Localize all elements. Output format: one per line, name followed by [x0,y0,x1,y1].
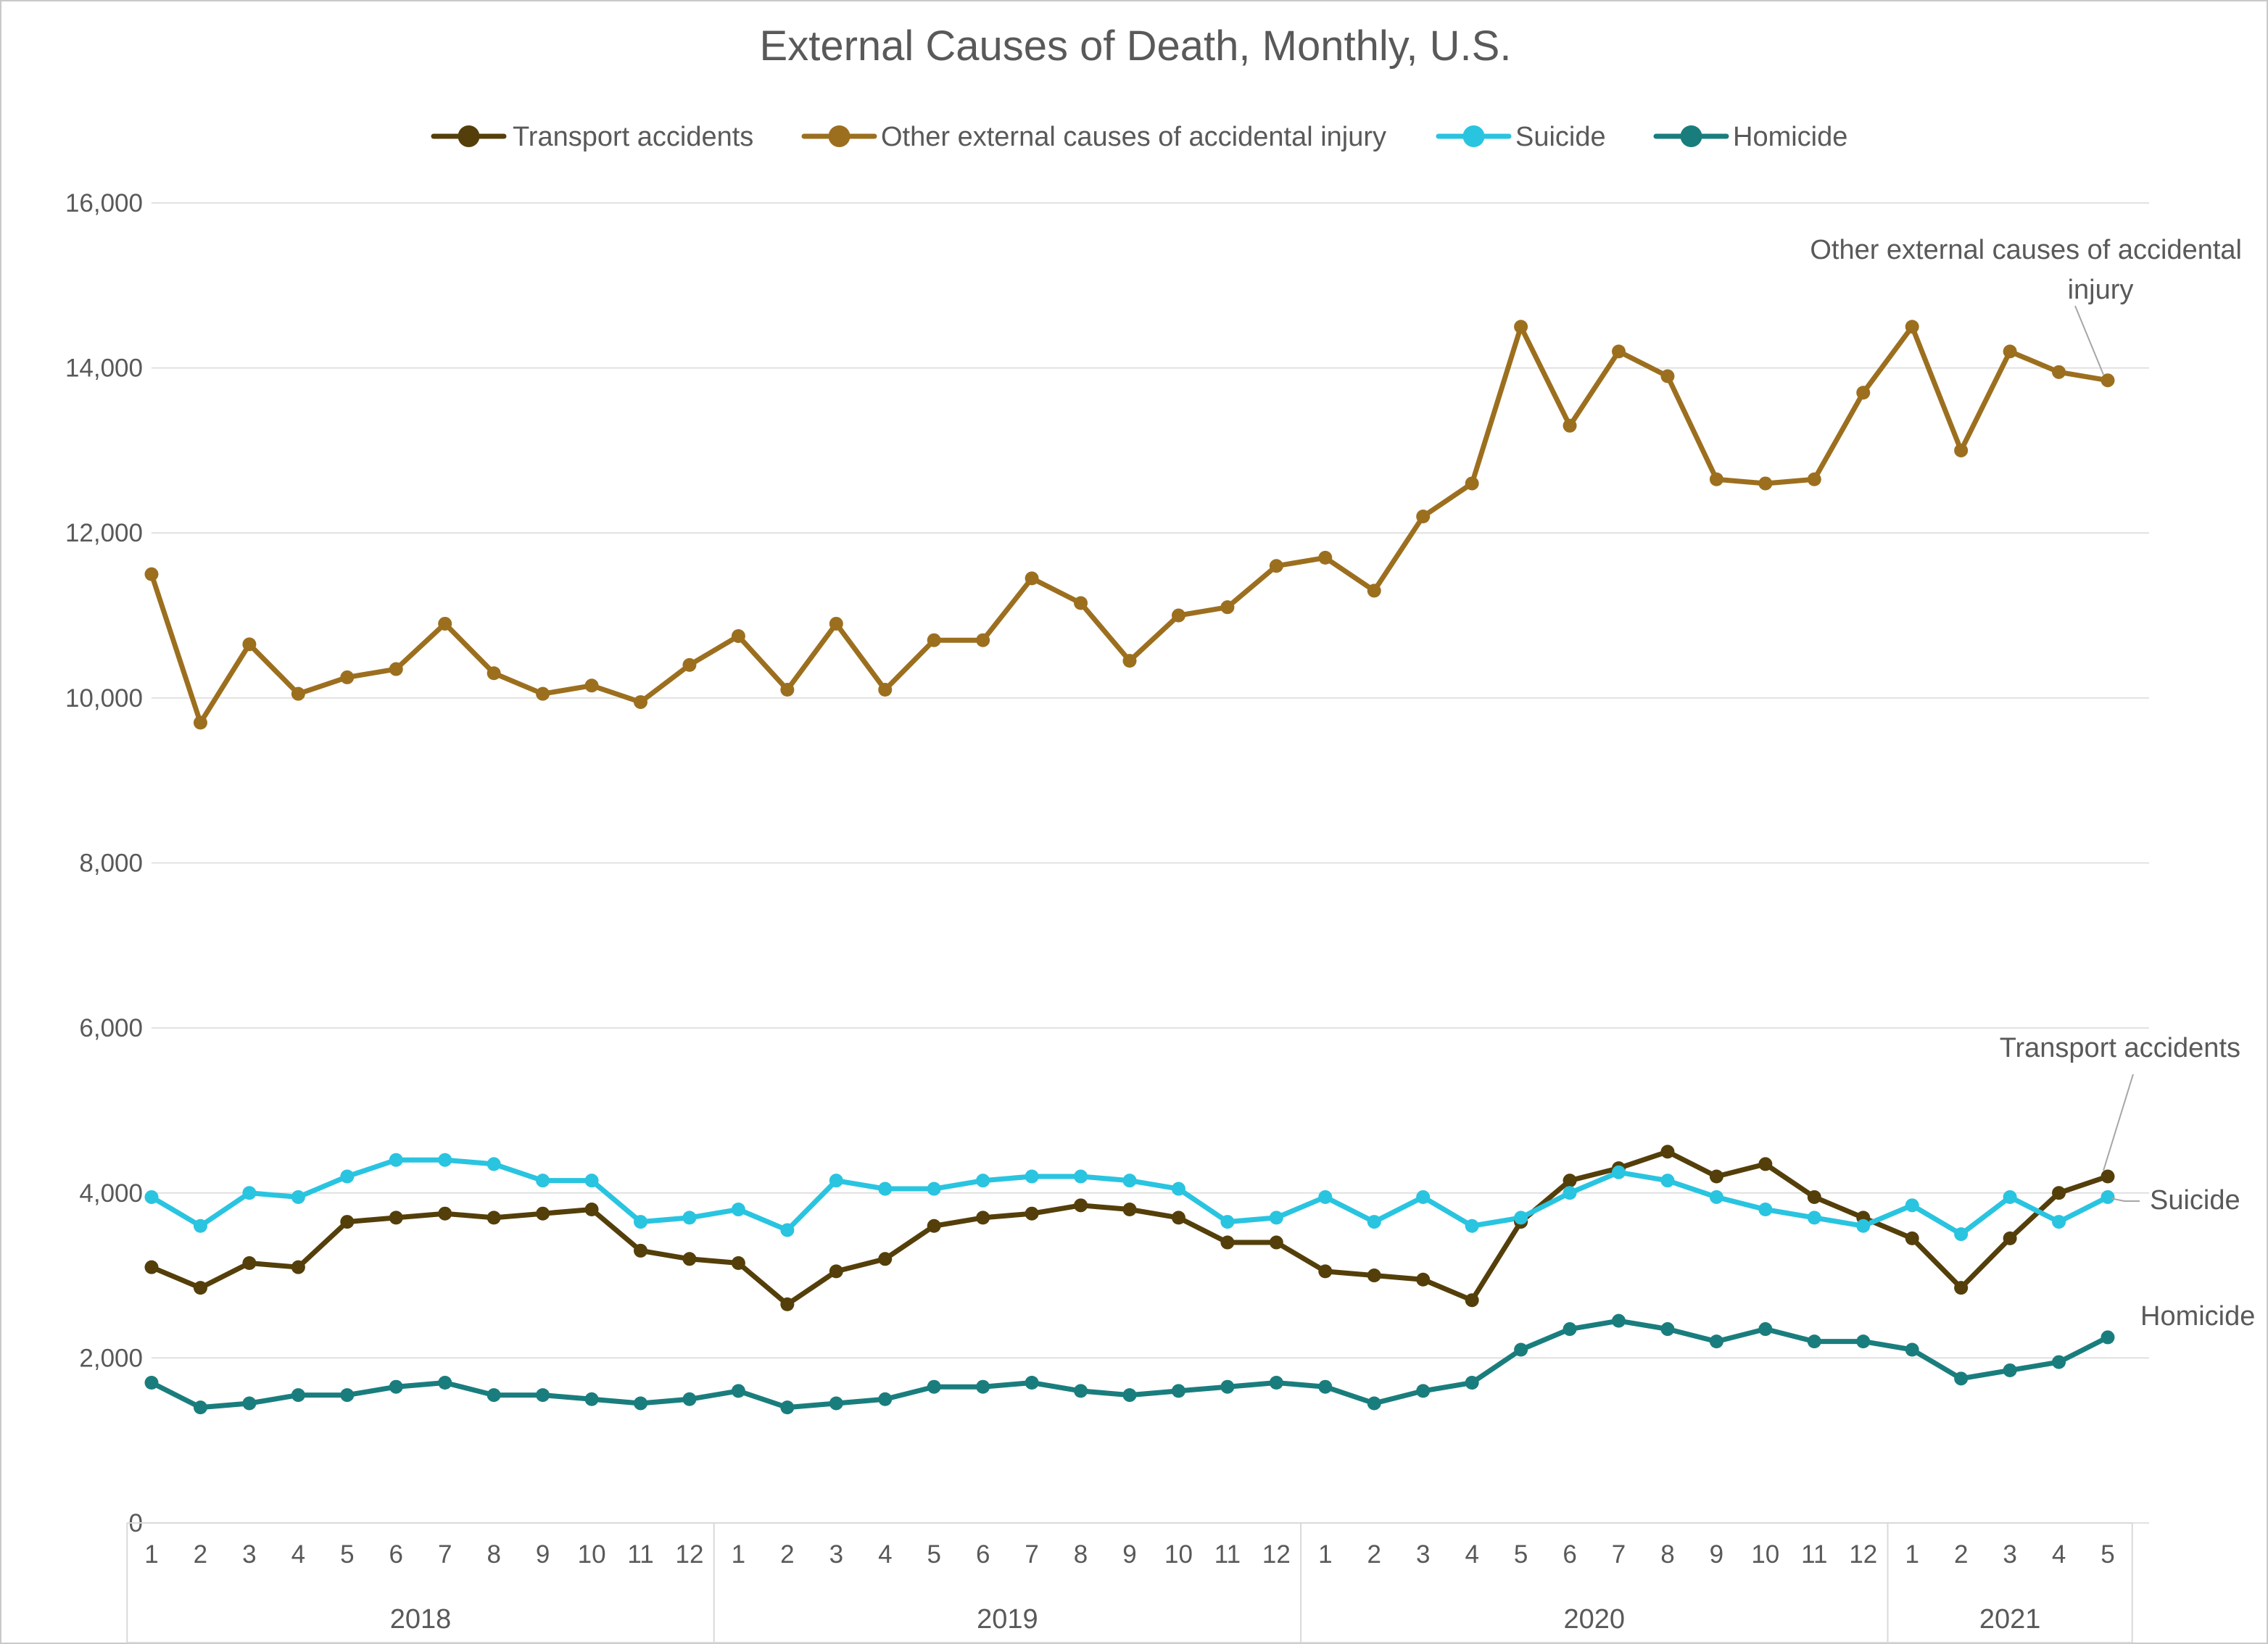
svg-text:Homicide: Homicide [1733,122,1847,152]
svg-text:injury: injury [2068,275,2134,305]
svg-text:8: 8 [1660,1540,1674,1569]
svg-text:Transport accidents: Transport accidents [2000,1033,2240,1063]
svg-text:3: 3 [242,1540,256,1569]
svg-text:Transport accidents: Transport accidents [513,122,753,152]
svg-text:10: 10 [1164,1540,1193,1569]
svg-text:12,000: 12,000 [65,519,143,547]
svg-text:1: 1 [1318,1540,1332,1569]
svg-text:12: 12 [676,1540,704,1569]
svg-text:1: 1 [732,1540,745,1569]
svg-text:4: 4 [2052,1540,2066,1569]
svg-text:2019: 2019 [977,1604,1038,1635]
svg-text:7: 7 [1025,1540,1038,1569]
svg-text:1: 1 [1905,1540,1919,1569]
svg-text:2018: 2018 [390,1604,452,1635]
svg-text:2,000: 2,000 [79,1344,143,1372]
svg-text:5: 5 [2101,1540,2114,1569]
svg-text:11: 11 [1801,1540,1827,1569]
svg-text:3: 3 [2003,1540,2016,1569]
svg-text:8,000: 8,000 [79,850,143,878]
svg-text:6: 6 [389,1540,402,1569]
svg-text:12: 12 [1849,1540,1877,1569]
svg-text:2: 2 [1367,1540,1381,1569]
svg-text:11: 11 [627,1540,653,1569]
svg-text:2: 2 [194,1540,207,1569]
svg-text:14,000: 14,000 [65,354,143,383]
svg-text:Other external causes of accid: Other external causes of accidental inju… [881,122,1386,152]
svg-text:8: 8 [487,1540,500,1569]
svg-text:10: 10 [1751,1540,1779,1569]
svg-text:10: 10 [578,1540,606,1569]
svg-text:9: 9 [1710,1540,1723,1569]
svg-text:2021: 2021 [1979,1604,2041,1635]
svg-text:3: 3 [1416,1540,1430,1569]
svg-text:6: 6 [1563,1540,1576,1569]
svg-text:9: 9 [536,1540,550,1569]
svg-text:Suicide: Suicide [2150,1185,2240,1216]
svg-text:5: 5 [1514,1540,1528,1569]
svg-text:Homicide: Homicide [2140,1301,2255,1332]
svg-text:Other external causes of accid: Other external causes of accidental [1810,235,2242,265]
svg-text:8: 8 [1074,1540,1088,1569]
svg-text:Suicide: Suicide [1515,122,1606,152]
svg-text:4: 4 [878,1540,892,1569]
svg-text:4,000: 4,000 [79,1179,143,1208]
svg-text:6: 6 [976,1540,990,1569]
svg-text:10,000: 10,000 [65,684,143,713]
svg-text:16,000: 16,000 [65,189,143,217]
svg-text:6,000: 6,000 [79,1014,143,1042]
svg-text:12: 12 [1262,1540,1291,1569]
svg-text:5: 5 [340,1540,354,1569]
svg-text:7: 7 [1612,1540,1626,1569]
svg-text:3: 3 [829,1540,843,1569]
svg-text:2020: 2020 [1564,1604,1626,1635]
svg-text:11: 11 [1214,1540,1241,1569]
svg-text:2: 2 [1954,1540,1968,1569]
svg-text:5: 5 [927,1540,940,1569]
svg-text:4: 4 [291,1540,305,1569]
svg-text:7: 7 [438,1540,452,1569]
svg-text:4: 4 [1465,1540,1478,1569]
svg-text:1: 1 [144,1540,158,1569]
svg-text:2: 2 [780,1540,794,1569]
svg-text:9: 9 [1122,1540,1136,1569]
